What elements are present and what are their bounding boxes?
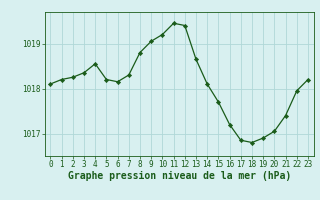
- X-axis label: Graphe pression niveau de la mer (hPa): Graphe pression niveau de la mer (hPa): [68, 171, 291, 181]
